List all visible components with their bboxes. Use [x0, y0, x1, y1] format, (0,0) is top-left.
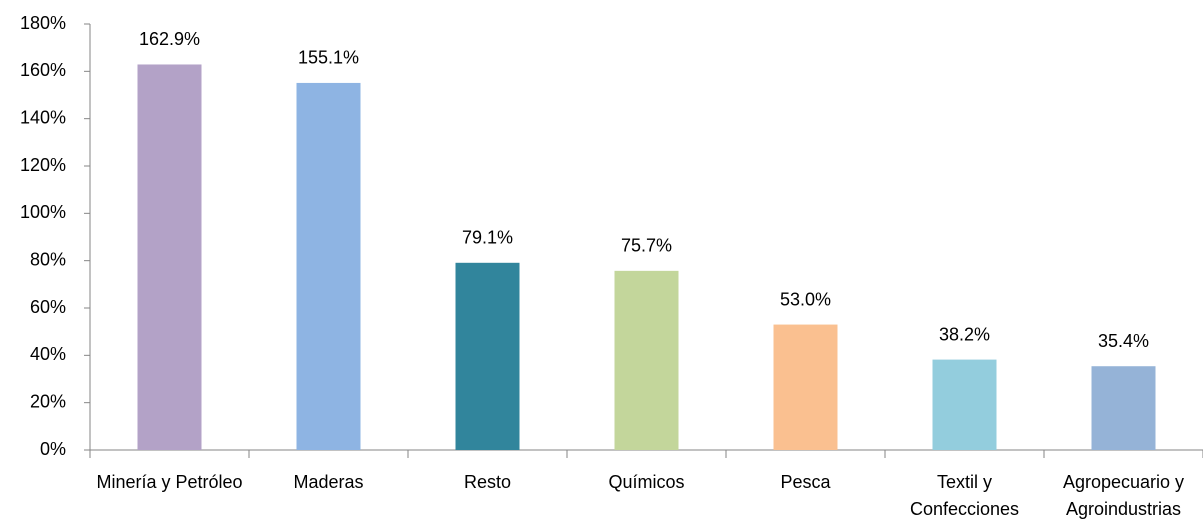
- bar: [296, 82, 361, 451]
- data-label: 162.9%: [139, 29, 200, 49]
- x-tick-label: Pesca: [780, 472, 831, 492]
- data-label: 75.7%: [621, 236, 672, 256]
- x-tick-label: Químicos: [608, 472, 685, 492]
- bar: [455, 262, 520, 450]
- x-tick-label: Textil y Confecciones: [909, 472, 1020, 519]
- data-label: 53.0%: [780, 289, 831, 309]
- y-tick-label: 40%: [30, 344, 66, 364]
- y-tick-label: 120%: [20, 155, 66, 175]
- y-tick-label: 180%: [20, 13, 66, 33]
- bar: [137, 64, 202, 450]
- bar: [932, 359, 997, 450]
- y-tick-label: 0%: [40, 439, 66, 459]
- x-tick-label: Minería y Petróleo: [96, 472, 243, 492]
- y-tick-label: 20%: [30, 391, 66, 411]
- y-tick-label: 60%: [30, 297, 66, 317]
- data-label: 79.1%: [462, 228, 513, 248]
- x-tick-label: Agropecuario y Agroindustrias: [1062, 472, 1185, 519]
- y-tick-label: 100%: [20, 202, 66, 222]
- bar: [614, 270, 679, 450]
- bar: [1091, 366, 1156, 450]
- data-label: 38.2%: [939, 324, 990, 344]
- x-tick-label: Resto: [463, 472, 512, 492]
- data-label: 155.1%: [298, 48, 359, 68]
- y-tick-label: 140%: [20, 107, 66, 127]
- bar: [773, 324, 838, 450]
- data-label: 35.4%: [1098, 331, 1149, 351]
- x-tick-label: Maderas: [293, 472, 364, 492]
- y-tick-label: 160%: [20, 60, 66, 80]
- y-tick-label: 80%: [30, 249, 66, 269]
